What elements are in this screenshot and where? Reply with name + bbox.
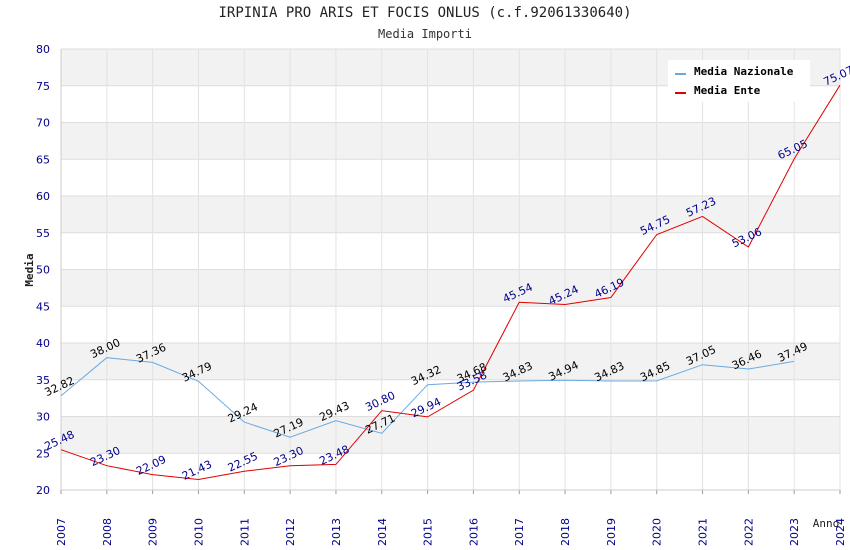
- legend-label-media-ente: Media Ente: [694, 84, 761, 97]
- legend-box: [668, 60, 810, 102]
- grid-band: [61, 416, 840, 454]
- x-tick-label: 2013: [330, 518, 343, 546]
- series-line-media-ente: [60, 84, 841, 481]
- x-tick-label: 2017: [513, 518, 526, 546]
- x-tick-label: 2010: [192, 518, 205, 546]
- x-tick-label: 2024: [834, 518, 847, 546]
- grid-band: [61, 159, 840, 196]
- x-tick-label: 2021: [697, 518, 710, 546]
- x-tick-label: 2009: [147, 518, 160, 546]
- x-tick-label: 2012: [284, 518, 297, 546]
- chart-title: IRPINIA PRO ARIS ET FOCIS ONLUS (c.f.920…: [218, 5, 632, 21]
- x-tick-label: 2018: [559, 518, 572, 546]
- x-tick-label: 2016: [467, 518, 480, 546]
- grid-band: [61, 343, 840, 380]
- grid-band: [61, 232, 840, 270]
- y-tick-label: 50: [36, 264, 50, 277]
- x-axis-title: Anno: [813, 517, 840, 530]
- y-tick-label: 40: [36, 337, 50, 350]
- x-tick-label: 2023: [788, 518, 801, 546]
- y-tick-label: 70: [36, 117, 50, 130]
- grid-band: [61, 306, 840, 343]
- y-tick-label: 60: [36, 190, 50, 203]
- series-line-media-nazionale: [60, 357, 795, 438]
- x-tick-label: 2008: [101, 518, 114, 546]
- y-tick-label: 75: [36, 80, 50, 93]
- y-tick-label: 30: [36, 411, 50, 424]
- legend-label-media-nazionale: Media Nazionale: [694, 65, 794, 78]
- x-tick-label: 2020: [651, 518, 664, 546]
- grid-band: [61, 196, 840, 233]
- x-tick-label: 2019: [605, 518, 618, 546]
- y-tick-label: 35: [36, 374, 50, 387]
- y-tick-label: 65: [36, 153, 50, 166]
- y-tick-label: 25: [36, 447, 50, 460]
- y-axis-title: Media: [23, 253, 36, 286]
- grid-band: [61, 269, 840, 307]
- y-tick-label: 20: [36, 484, 50, 497]
- y-tick-label: 45: [36, 300, 50, 313]
- x-tick-label: 2007: [55, 518, 68, 546]
- x-tick-label: 2014: [376, 518, 389, 546]
- x-tick-label: 2015: [422, 518, 435, 546]
- y-tick-label: 55: [36, 227, 50, 240]
- x-tick-label: 2011: [238, 518, 251, 546]
- grid-band: [61, 379, 840, 417]
- grid-band: [61, 453, 840, 490]
- chart-subtitle: Media Importi: [378, 27, 472, 41]
- grid-band: [61, 122, 840, 160]
- x-tick-label: 2022: [742, 518, 755, 546]
- y-tick-label: 80: [36, 43, 50, 56]
